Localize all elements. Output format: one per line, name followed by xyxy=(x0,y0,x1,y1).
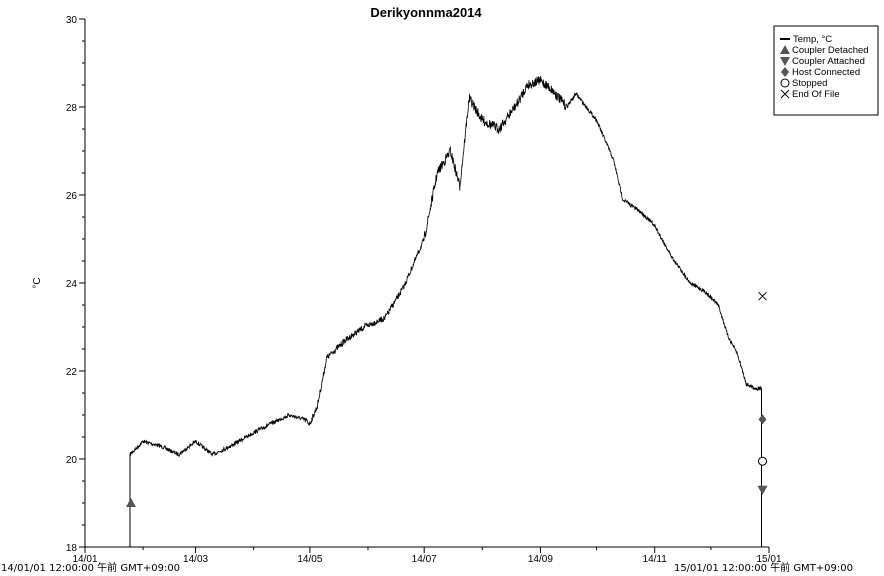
event-marker-stopped xyxy=(758,456,768,466)
legend-item: Stopped xyxy=(780,78,827,89)
legend-symbol xyxy=(780,57,790,66)
legend-symbol xyxy=(780,45,790,54)
legend-item: End Of File xyxy=(780,89,840,100)
x-end-label: 15/01/01 12:00:00 午前 GMT+09:00 xyxy=(674,561,853,574)
x-tick-label: 14/03 xyxy=(183,554,208,565)
y-tick-label: 18 xyxy=(66,543,78,554)
series-line-temp xyxy=(129,75,762,457)
y-tick-label: 24 xyxy=(66,279,78,290)
legend-item: Coupler Attached xyxy=(780,56,865,67)
x-tick-label: 14/11 xyxy=(643,554,668,565)
event-marker-coupler-attached xyxy=(757,485,768,495)
series-layer xyxy=(129,75,762,457)
x-tick-label: 14/09 xyxy=(528,554,553,565)
legend-item: Coupler Detached xyxy=(780,45,869,56)
legend-symbol xyxy=(781,67,789,77)
x-tick-label: 14/05 xyxy=(297,554,322,565)
legend-label: Host Connected xyxy=(792,67,860,78)
chart-title: Derikyonnma2014 xyxy=(370,5,482,20)
event-marker-host-connected xyxy=(758,414,767,425)
event-marker-end-of-file xyxy=(758,291,767,301)
y-axis-label: °C xyxy=(32,277,43,288)
x-start-label: 14/01/01 12:00:00 午前 GMT+09:00 xyxy=(1,561,180,574)
legend-box xyxy=(773,25,879,116)
event-markers xyxy=(125,291,768,547)
legend-label: Temp, °C xyxy=(793,34,832,45)
legend-label: Coupler Detached xyxy=(792,45,869,56)
legend-symbol xyxy=(780,89,790,99)
legend-symbol xyxy=(780,78,790,88)
event-marker-coupler-detached xyxy=(125,498,136,507)
axes: 18 20 22 24 26 28 30 14/01 14/03 14/05 14/07 14/09 1… xyxy=(66,15,782,565)
x-tick-label: 14/01 xyxy=(72,554,97,565)
y-tick-label: 30 xyxy=(66,15,78,26)
legend-item: Temp, °C xyxy=(780,34,832,45)
legend-label: Stopped xyxy=(792,78,827,89)
legend-label: Coupler Attached xyxy=(792,56,865,67)
legend-label: End Of File xyxy=(792,89,840,100)
y-tick-label: 22 xyxy=(66,367,78,378)
x-tick-label: 15/01 xyxy=(756,554,781,565)
legend-item: Host Connected xyxy=(781,67,860,78)
y-tick-label: 28 xyxy=(66,103,78,114)
y-tick-label: 20 xyxy=(66,455,78,466)
x-tick-label: 14/07 xyxy=(412,554,437,565)
y-tick-label: 26 xyxy=(66,191,78,202)
